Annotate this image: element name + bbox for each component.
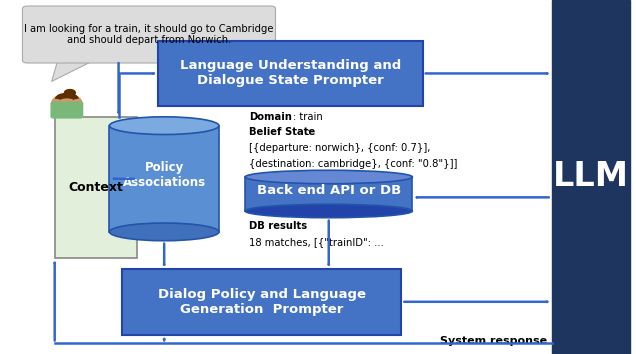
Bar (55, 117, 137, 258)
Text: System response: System response (440, 336, 548, 346)
Text: I am looking for a train, it should go to Cambridge
and should depart from Norwi: I am looking for a train, it should go t… (24, 24, 273, 45)
Bar (245, 177, 412, 211)
Bar (121, 269, 401, 335)
Bar (551, 0, 630, 354)
Text: 18 matches, [{"trainID": ...: 18 matches, [{"trainID": ... (249, 237, 384, 247)
Text: {destination: cambridge}, {conf: "0.8"}]]: {destination: cambridge}, {conf: "0.8"}]… (249, 159, 458, 169)
Text: Belief State: Belief State (249, 127, 315, 137)
Text: Context: Context (68, 181, 123, 194)
Ellipse shape (109, 223, 219, 241)
FancyBboxPatch shape (50, 102, 83, 119)
Ellipse shape (245, 170, 412, 184)
Text: [{departure: norwich}, {conf: 0.7}],: [{departure: norwich}, {conf: 0.7}], (249, 143, 431, 153)
Polygon shape (52, 60, 94, 81)
Text: Policy
Associations: Policy Associations (123, 161, 206, 189)
Text: : train: : train (293, 112, 323, 121)
Ellipse shape (245, 204, 412, 218)
Text: LLM: LLM (553, 160, 628, 194)
Circle shape (64, 90, 76, 96)
FancyBboxPatch shape (22, 6, 275, 63)
Bar (158, 41, 423, 106)
Text: :: : (297, 221, 300, 231)
Text: :: : (307, 127, 310, 137)
Text: Domain: Domain (249, 112, 292, 121)
Text: Back end API or DB: Back end API or DB (256, 184, 401, 197)
Circle shape (52, 95, 82, 112)
Text: DB results: DB results (249, 221, 307, 231)
Text: Dialog Policy and Language
Generation  Prompter: Dialog Policy and Language Generation Pr… (158, 288, 366, 316)
Text: Language Understanding and
Dialogue State Prompter: Language Understanding and Dialogue Stat… (180, 59, 401, 87)
Ellipse shape (109, 117, 219, 135)
Bar (109, 126, 219, 232)
